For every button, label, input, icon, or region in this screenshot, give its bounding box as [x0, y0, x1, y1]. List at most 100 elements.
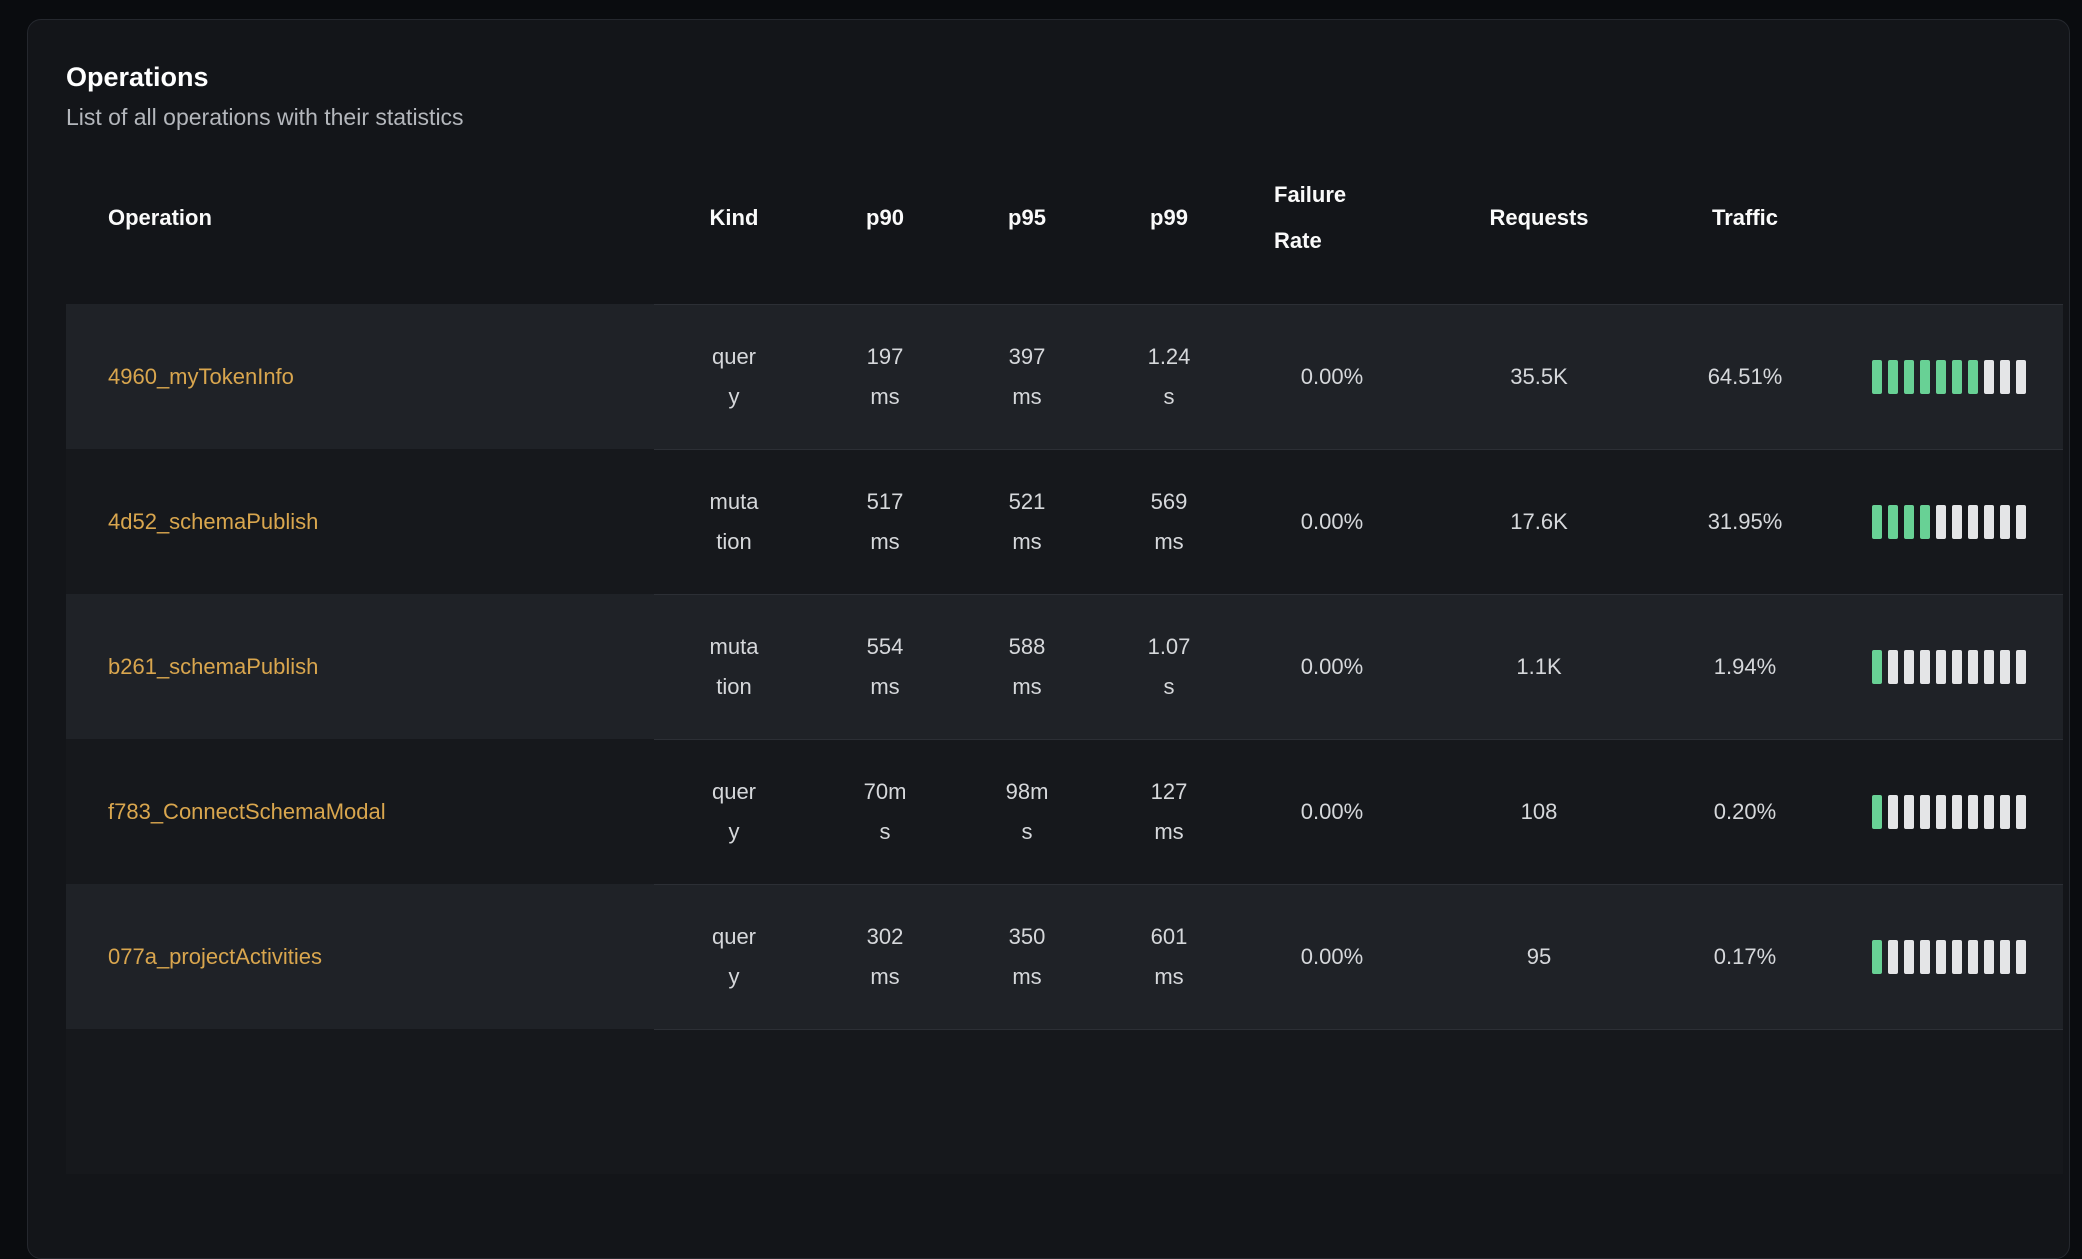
cell-p95: 397ms — [1008, 344, 1046, 409]
traffic-bar — [1904, 505, 1914, 539]
row-metrics: mutation 517ms 521ms 569ms 0.00% 17.6K 3… — [654, 449, 2063, 594]
cell-failure-rate: 0.00% — [1300, 799, 1364, 824]
row-metrics — [654, 1029, 2063, 1174]
operation-link[interactable]: b261_schemaPublish — [108, 653, 319, 679]
cell-failure-rate: 0.00% — [1300, 944, 1364, 969]
traffic-bar — [2000, 940, 2010, 974]
column-header-p95: p95 — [1008, 205, 1046, 230]
traffic-bar — [1936, 940, 1946, 974]
traffic-bar — [2016, 940, 2026, 974]
traffic-bar — [1920, 505, 1930, 539]
traffic-bar — [1920, 360, 1930, 394]
column-header-operation: Operation — [108, 205, 212, 230]
operation-link[interactable]: 077a_projectActivities — [108, 943, 323, 969]
cell-p90: 302ms — [866, 924, 904, 989]
traffic-bar — [1920, 795, 1930, 829]
cell-kind: query — [711, 779, 757, 844]
traffic-bar — [1968, 940, 1978, 974]
cell-requests: 1.1K — [1516, 654, 1562, 679]
cell-p95: 98ms — [1005, 779, 1049, 844]
traffic-bar — [1888, 505, 1898, 539]
operation-link[interactable]: 4960_myTokenInfo — [108, 363, 294, 389]
cell-p90: 554ms — [866, 634, 904, 699]
cell-failure-rate: 0.00% — [1300, 654, 1364, 679]
traffic-bar — [1888, 650, 1898, 684]
traffic-bar — [1952, 650, 1962, 684]
operation-link[interactable]: 4d52_schemaPublish — [108, 508, 319, 534]
cell-kind: query — [711, 344, 757, 409]
row-metrics: mutation 554ms 588ms 1.07s 0.00% 1.1K 1.… — [654, 594, 2063, 739]
traffic-bar — [2000, 360, 2010, 394]
traffic-bar — [2016, 505, 2026, 539]
traffic-bar — [1952, 360, 1962, 394]
row-metrics: query 302ms 350ms 601ms 0.00% 95 0.17% — [654, 884, 2063, 1029]
traffic-bar — [1904, 795, 1914, 829]
traffic-bar-chart — [1872, 360, 2026, 394]
cell-p95: 521ms — [1008, 489, 1046, 554]
traffic-bar — [2016, 795, 2026, 829]
cell-requests: 95 — [1526, 944, 1552, 969]
traffic-bar — [1904, 940, 1914, 974]
traffic-bar — [1968, 360, 1978, 394]
traffic-bar — [1984, 650, 1994, 684]
cell-p90: 197ms — [866, 344, 904, 409]
row-metrics: query 197ms 397ms 1.24s 0.00% 35.5K 64.5… — [654, 304, 2063, 449]
cell-traffic: 31.95% — [1707, 509, 1783, 534]
column-header-traffic: Traffic — [1711, 205, 1779, 230]
traffic-bar — [1872, 795, 1882, 829]
traffic-bar — [1888, 360, 1898, 394]
cell-p99: 1.24s — [1147, 344, 1191, 409]
traffic-bar — [1968, 650, 1978, 684]
traffic-bar — [1936, 360, 1946, 394]
traffic-bar-chart — [1872, 505, 2026, 539]
traffic-bar — [1968, 505, 1978, 539]
traffic-bar-chart — [1872, 795, 2026, 829]
column-header-failure-rate: Failure Rate — [1274, 182, 1347, 253]
traffic-bar-chart — [1872, 940, 2026, 974]
table-row: f783_ConnectSchemaModal query 70ms 98ms … — [66, 739, 2063, 884]
column-header-p99: p99 — [1150, 205, 1188, 230]
traffic-bar — [1984, 505, 1994, 539]
operation-link[interactable]: f783_ConnectSchemaModal — [108, 798, 386, 824]
cell-traffic: 0.20% — [1713, 799, 1777, 824]
page-subtitle: List of all operations with their statis… — [66, 104, 464, 130]
cell-p90: 517ms — [866, 489, 904, 554]
table-body: 4960_myTokenInfo query 197ms 397ms 1.24s… — [66, 304, 2063, 1174]
table-header-row: Operation Kind p90 p95 p99 Failure Rate … — [66, 132, 2063, 304]
traffic-bar — [1888, 940, 1898, 974]
traffic-bar — [2000, 505, 2010, 539]
cell-p95: 588ms — [1008, 634, 1046, 699]
traffic-bar — [2000, 650, 2010, 684]
table-row: 4d52_schemaPublish mutation 517ms 521ms … — [66, 449, 2063, 594]
table-row: b261_schemaPublish mutation 554ms 588ms … — [66, 594, 2063, 739]
traffic-bar — [1888, 795, 1898, 829]
cell-kind: mutation — [709, 489, 759, 554]
traffic-bar — [1936, 795, 1946, 829]
row-metrics: query 70ms 98ms 127ms 0.00% 108 0.20% — [654, 739, 2063, 884]
traffic-bar — [1904, 360, 1914, 394]
column-header-kind: Kind — [709, 205, 759, 230]
cell-p99: 127ms — [1150, 779, 1188, 844]
column-header-requests: Requests — [1489, 205, 1589, 230]
cell-p99: 601ms — [1150, 924, 1188, 989]
traffic-bar — [1968, 795, 1978, 829]
cell-p90: 70ms — [863, 779, 907, 844]
cell-failure-rate: 0.00% — [1300, 509, 1364, 534]
cell-failure-rate — [1240, 1030, 1424, 1174]
table-row: 077a_projectActivities query 302ms 350ms… — [66, 884, 2063, 1029]
cell-failure-rate: 0.00% — [1300, 364, 1364, 389]
cell-p99: 569ms — [1150, 489, 1188, 554]
cell-kind: mutation — [709, 634, 759, 699]
cell-requests: 35.5K — [1510, 364, 1568, 389]
cell-kind: query — [711, 924, 757, 989]
page-title: Operations — [66, 62, 209, 92]
cell-p99: 1.07s — [1147, 634, 1191, 699]
traffic-bar — [1872, 650, 1882, 684]
traffic-bar — [1984, 940, 1994, 974]
traffic-bar — [2016, 650, 2026, 684]
traffic-bar — [1920, 940, 1930, 974]
cell-requests — [1424, 1030, 1654, 1174]
traffic-bar — [1952, 940, 1962, 974]
traffic-bar — [1952, 795, 1962, 829]
cell-traffic: 64.51% — [1707, 364, 1783, 389]
